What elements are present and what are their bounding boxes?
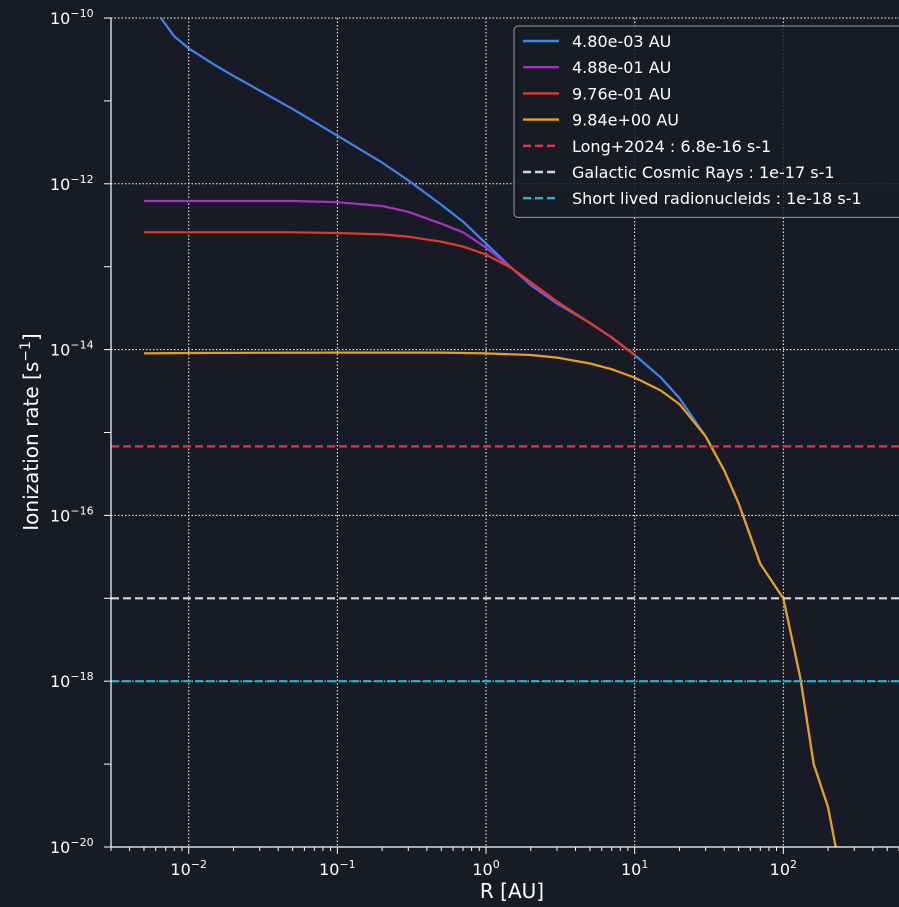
legend-frame — [513, 25, 899, 218]
x-axis-label: R [AU] — [480, 879, 544, 903]
axes: 10−2 10−1 100 101 102 10−10 10−12 10−14 10−16 10−… — [50, 7, 899, 879]
y-tick-label-4: 10−18 — [50, 670, 94, 691]
legend-label-2: 9.76e-01 AU — [572, 84, 671, 103]
x-tick-label-3: 101 — [621, 858, 648, 879]
y-tick-label-1: 10−12 — [50, 173, 94, 194]
y-tick-label-2: 10−14 — [50, 339, 94, 360]
series-layer — [111, 17, 899, 848]
legend-label-4: Long+2024 : 6.8e-16 s-1 — [572, 137, 771, 156]
grid — [111, 17, 899, 848]
series-line-3 — [143, 351, 837, 848]
legend-label-3: 9.84e+00 AU — [572, 111, 679, 130]
y-tick-label-5: 10−20 — [50, 836, 94, 857]
y-tick-label-3: 10−16 — [50, 504, 94, 525]
x-tick-label-4: 102 — [770, 858, 797, 879]
y-axis-label: Ionization rate [s−1] — [18, 333, 43, 530]
legend-label-6: Short lived radionucleids : 1e-18 s-1 — [572, 189, 862, 208]
legend: 4.80e-03 AU 4.88e-01 AU 9.76e-01 AU 9.84e+0… — [513, 25, 899, 218]
legend-label-0: 4.80e-03 AU — [572, 32, 671, 51]
series-line-2 — [144, 231, 636, 356]
y-tick-label-0: 10−10 — [50, 7, 94, 28]
legend-label-5: Galactic Cosmic Rays : 1e-17 s-1 — [572, 163, 835, 182]
x-tick-label-2: 100 — [472, 858, 499, 879]
x-tick-label-1: 10−1 — [319, 858, 356, 879]
legend-label-1: 4.88e-01 AU — [572, 58, 671, 77]
x-tick-label-0: 10−2 — [170, 858, 207, 879]
